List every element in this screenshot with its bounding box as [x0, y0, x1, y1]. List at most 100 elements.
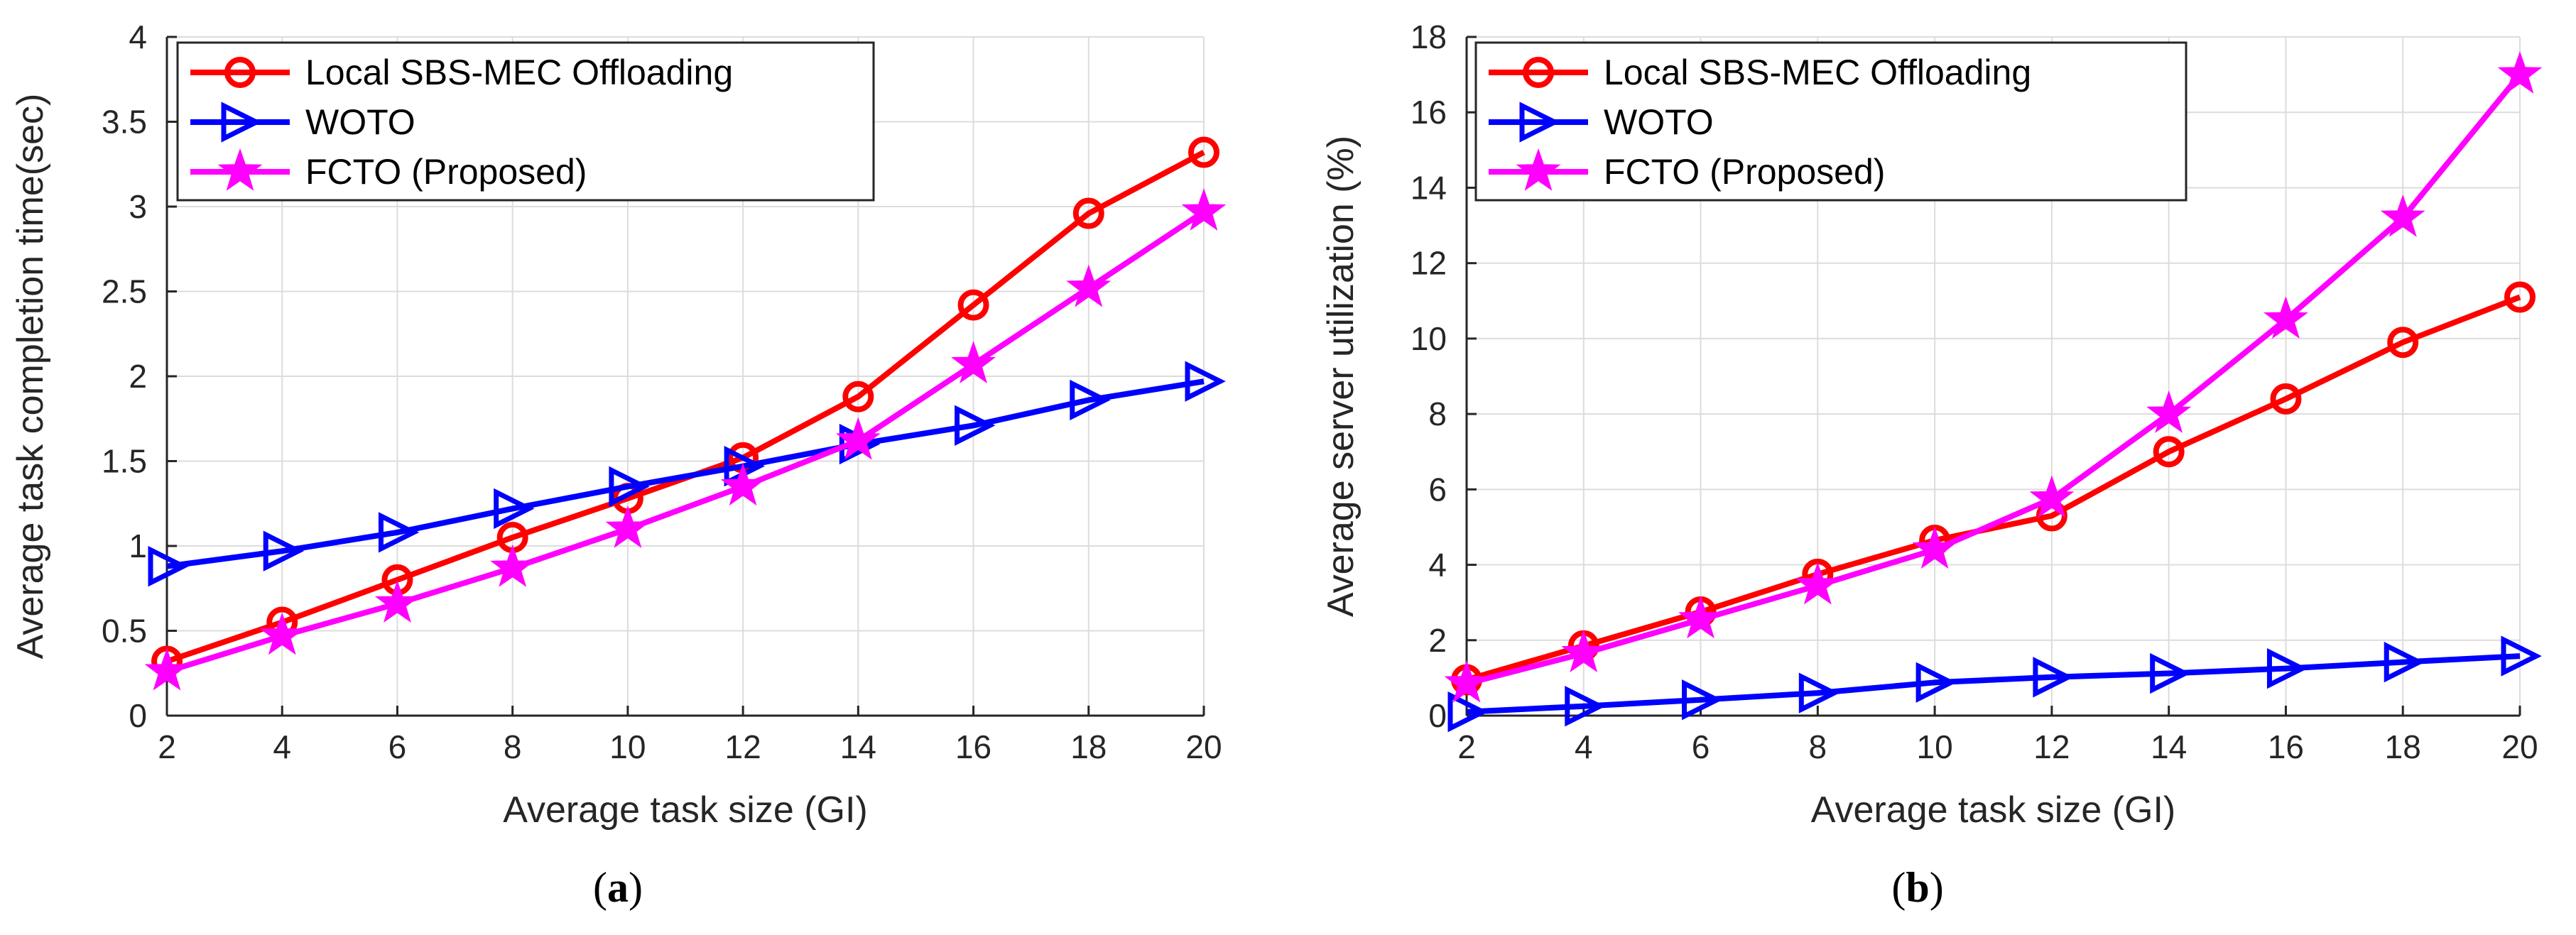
- data-point-star: [1678, 596, 1723, 639]
- data-point-triangle-right: [955, 405, 996, 446]
- y-tick-label: 10: [1411, 320, 1447, 357]
- x-tick-label: 20: [2501, 728, 2538, 765]
- data-point-star: [2380, 194, 2425, 237]
- data-point-triangle-right: [2033, 657, 2074, 698]
- data-point-circle: [2270, 383, 2302, 415]
- data-point-star: [1066, 264, 1112, 307]
- data-point-triangle-right: [2150, 652, 2191, 694]
- data-point-circle: [1072, 197, 1104, 229]
- data-point-circle: [842, 381, 874, 412]
- data-point-star: [1561, 630, 1607, 673]
- y-axis-label: Average task completion time(sec): [10, 94, 51, 660]
- data-point-triangle-right: [2501, 635, 2542, 677]
- legend-box: [1474, 41, 2188, 202]
- x-tick-label: 12: [725, 728, 761, 765]
- series-line-triangle-right: [1466, 653, 2521, 715]
- x-tick-label: 8: [1809, 728, 1827, 765]
- data-point-star: [2029, 475, 2075, 518]
- legend-label: FCTO (Proposed): [305, 152, 587, 192]
- data-point-circle: [2153, 436, 2185, 468]
- series-line-star: [165, 209, 1206, 674]
- y-tick-label: 6: [1428, 471, 1447, 508]
- data-point-star: [2146, 390, 2192, 433]
- data-point-star: [1795, 562, 1840, 605]
- data-point-star: [2497, 51, 2543, 94]
- series-line-triangle-right: [166, 378, 1205, 569]
- x-tick-label: 10: [609, 728, 646, 765]
- y-axis-label: Average server utilization (%): [1320, 136, 1362, 617]
- data-point-triangle-right: [1798, 672, 1840, 713]
- y-tick-label: 12: [1411, 245, 1447, 282]
- data-point-star: [259, 612, 305, 655]
- x-tick-label: 2: [1457, 728, 1476, 765]
- x-tick-label: 6: [1692, 728, 1710, 765]
- data-point-triangle-right: [1915, 662, 1957, 703]
- y-tick-label: 0.5: [102, 613, 147, 650]
- data-point-circle: [2504, 281, 2536, 313]
- data-point-triangle-right: [1565, 686, 1606, 727]
- data-point-star: [1181, 188, 1227, 231]
- y-tick-label: 14: [1411, 169, 1447, 206]
- y-tick-label: 3.5: [102, 104, 147, 141]
- data-point-circle: [957, 289, 989, 321]
- data-point-circle: [2387, 327, 2419, 359]
- x-tick-label: 16: [955, 728, 991, 765]
- data-point-triangle-right: [1185, 361, 1226, 402]
- series-line-circle: [1465, 294, 2521, 683]
- data-point-star: [835, 417, 881, 460]
- series-line-star: [1466, 72, 2523, 687]
- y-tick-label: 2.5: [102, 273, 147, 310]
- data-point-triangle-right: [378, 512, 420, 553]
- y-tick-label: 1: [129, 527, 147, 564]
- y-tick-label: 2: [1428, 622, 1447, 659]
- caption-b: (b): [1891, 864, 1943, 911]
- data-point-triangle-right: [1070, 379, 1111, 421]
- legend-marker-star: [217, 148, 263, 191]
- y-tick-label: 2: [129, 358, 147, 395]
- legend-marker-triangle-right: [1519, 102, 1560, 143]
- legend-box: [176, 41, 875, 202]
- data-point-star: [144, 647, 190, 691]
- data-point-star: [605, 505, 651, 548]
- y-tick-label: 4: [129, 18, 147, 55]
- y-tick-label: 0: [129, 697, 147, 734]
- caption-a: (a): [593, 864, 643, 911]
- data-point-star: [375, 580, 420, 623]
- y-tick-label: 8: [1428, 395, 1447, 432]
- y-tick-label: 3: [129, 188, 147, 225]
- data-point-triangle-right: [609, 466, 650, 508]
- data-point-star: [2263, 296, 2308, 339]
- x-axis-label: Average task size (GI): [1811, 789, 2175, 831]
- x-tick-label: 16: [2268, 728, 2304, 765]
- x-tick-label: 6: [388, 728, 407, 765]
- legend-label: Local SBS-MEC Offloading: [305, 53, 733, 92]
- x-tick-label: 14: [2151, 728, 2187, 765]
- y-tick-label: 0: [1428, 697, 1447, 734]
- x-tick-label: 20: [1185, 728, 1222, 765]
- x-tick-label: 10: [1917, 728, 1953, 765]
- data-point-triangle-right: [1682, 679, 1723, 721]
- data-point-star: [1444, 660, 1489, 703]
- data-point-triangle-right: [2384, 641, 2425, 683]
- data-point-triangle-right: [494, 488, 535, 530]
- data-point-star: [1912, 526, 1957, 569]
- x-tick-label: 18: [1070, 728, 1107, 765]
- y-tick-label: 1.5: [102, 443, 147, 480]
- legend-label: Local SBS-MEC Offloading: [1604, 53, 2031, 92]
- x-tick-label: 8: [504, 728, 522, 765]
- legend-label: WOTO: [1604, 102, 1714, 142]
- legend-label: FCTO (Proposed): [1604, 152, 1885, 192]
- legend-marker-circle: [224, 57, 256, 88]
- x-tick-label: 14: [840, 728, 876, 765]
- x-tick-label: 18: [2385, 728, 2421, 765]
- x-tick-label: 12: [2033, 728, 2070, 765]
- x-axis-label: Average task size (GI): [503, 789, 867, 831]
- x-tick-label: 2: [158, 728, 176, 765]
- y-tick-label: 4: [1428, 547, 1447, 584]
- data-point-star: [951, 341, 996, 383]
- data-point-triangle-right: [263, 530, 305, 572]
- data-point-triangle-right: [2266, 647, 2308, 689]
- legend-marker-circle: [1523, 57, 1554, 88]
